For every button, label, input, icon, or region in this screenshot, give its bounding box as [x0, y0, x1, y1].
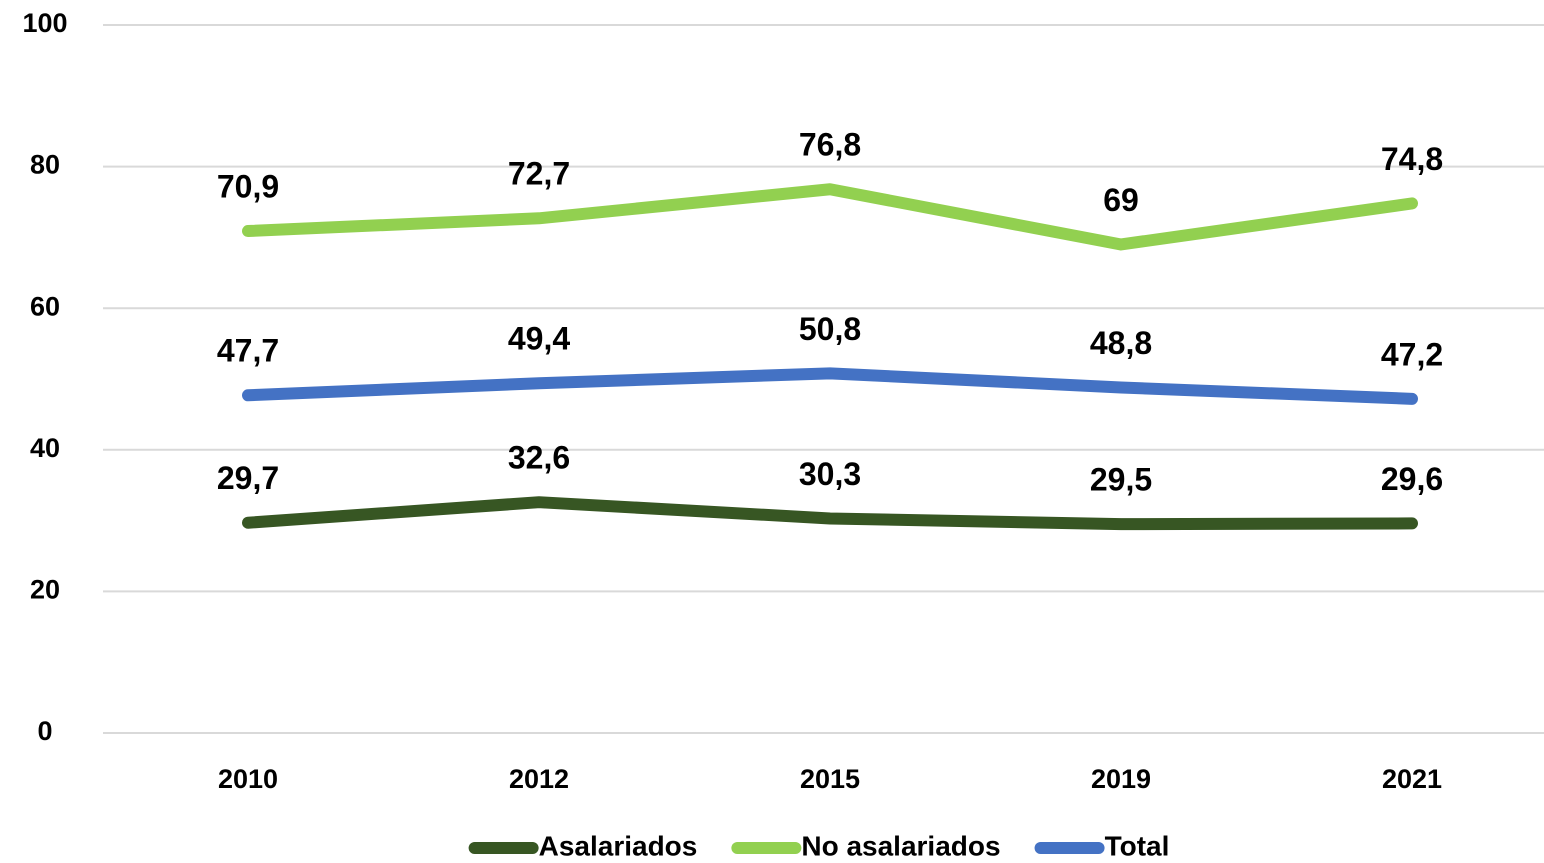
x-tick-label: 2015 [800, 764, 860, 794]
data-label: 49,4 [508, 321, 570, 357]
x-tick-label: 2012 [509, 764, 569, 794]
data-label: 32,6 [508, 440, 570, 476]
line [242, 367, 1418, 405]
y-tick-label: 100 [22, 8, 67, 38]
legend-label: No asalariados [801, 830, 1000, 861]
legend-label: Asalariados [539, 830, 698, 861]
data-label: 29,7 [217, 460, 279, 496]
legend-item: No asalariados [731, 830, 1001, 861]
data-label: 48,8 [1090, 325, 1152, 361]
data-label: 50,8 [799, 311, 861, 347]
data-label: 47,7 [217, 333, 279, 369]
y-tick-label: 60 [30, 291, 60, 321]
data-label: 30,3 [799, 456, 861, 492]
line [242, 496, 1418, 531]
data-label: 47,2 [1381, 336, 1443, 372]
x-tick-label: 2019 [1091, 764, 1151, 794]
legend-item: Total [1034, 830, 1170, 861]
x-tick-label: 2010 [218, 764, 278, 794]
x-tick-label: 2021 [1382, 764, 1442, 794]
y-tick-label: 80 [30, 150, 60, 180]
data-label: 76,8 [799, 127, 861, 163]
legend-item: Asalariados [468, 830, 698, 861]
legend-label: Total [1105, 830, 1170, 861]
data-label: 74,8 [1381, 141, 1443, 177]
data-label: 29,6 [1381, 461, 1443, 497]
line [242, 183, 1418, 251]
data-label: 72,7 [508, 156, 570, 192]
y-tick-label: 40 [30, 433, 60, 463]
y-tick-label: 20 [30, 575, 60, 605]
data-label: 69 [1103, 182, 1139, 218]
y-tick-label: 0 [37, 716, 52, 746]
data-label: 29,5 [1090, 462, 1152, 498]
data-label: 70,9 [217, 168, 279, 204]
